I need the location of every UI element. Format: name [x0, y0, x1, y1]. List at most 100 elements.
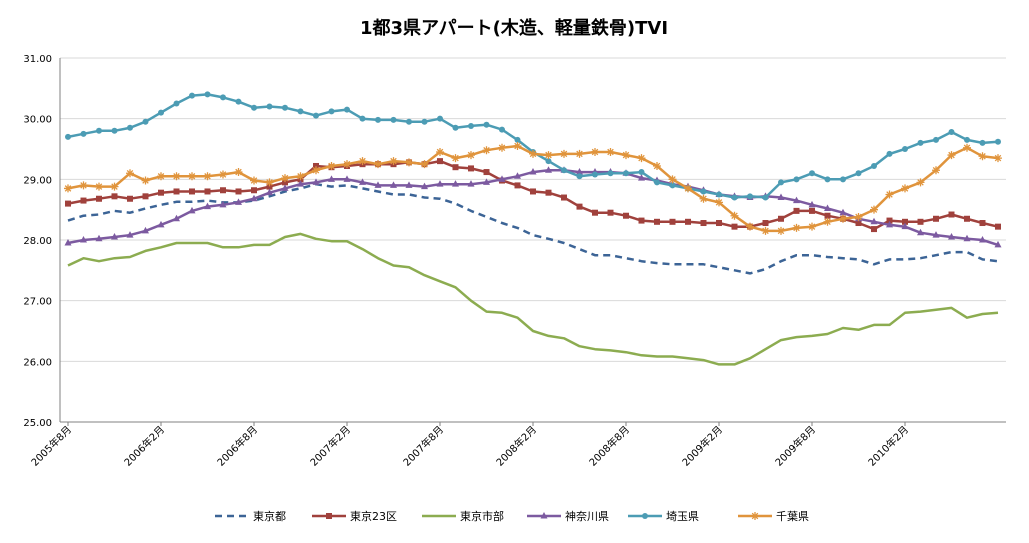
series-point-marker	[64, 184, 72, 193]
series-point-marker	[529, 168, 537, 175]
x-tick-label: 2009年8月	[772, 423, 818, 469]
legend-marker	[751, 512, 759, 520]
series-point-marker	[266, 188, 273, 196]
series-point-marker	[870, 217, 878, 225]
series-point-marker	[777, 193, 785, 201]
series-point-marker	[778, 179, 784, 186]
gridlines	[59, 57, 1006, 423]
series-point-marker	[917, 218, 924, 225]
series-point-marker	[529, 149, 537, 158]
series-point-marker	[793, 196, 800, 204]
series-point-marker	[343, 175, 351, 182]
series-point-marker	[468, 122, 474, 129]
series-point-marker	[731, 223, 738, 230]
series-point-marker	[654, 218, 660, 225]
series-point-marker	[995, 138, 1001, 145]
series-point-marker	[777, 226, 785, 235]
series-point-marker	[80, 130, 87, 137]
legend-item: 千葉県	[738, 509, 809, 523]
series-point-marker	[607, 209, 614, 216]
legend-label: 埼玉県	[666, 509, 699, 523]
series-point-marker	[545, 166, 552, 173]
series-point-marker	[189, 188, 195, 195]
series-point-marker	[111, 127, 118, 134]
series-point-marker	[561, 194, 567, 201]
series-point-marker	[96, 127, 102, 134]
series-point-marker	[994, 240, 1002, 248]
x-tick-label: 2010年2月	[865, 423, 911, 469]
series-point-marker	[483, 169, 490, 176]
x-tick-label: 2008年8月	[586, 423, 632, 469]
y-tick-label: 25.00	[23, 418, 52, 429]
series-point-marker	[421, 118, 428, 125]
series-point-marker	[855, 220, 862, 227]
series-point-marker	[80, 236, 87, 243]
series-point-marker	[592, 209, 598, 216]
series-point-marker	[328, 108, 335, 115]
series-point-marker	[871, 162, 877, 169]
series-point-marker	[390, 181, 397, 188]
series-point-marker	[964, 136, 970, 143]
legend-item: 東京市部	[422, 509, 504, 523]
series-point-marker	[947, 151, 956, 160]
series-point-marker	[436, 180, 444, 187]
series-point-marker	[80, 197, 87, 204]
series-point-marker	[685, 218, 691, 225]
series-point-marker	[730, 211, 739, 220]
series-point-marker	[220, 187, 226, 194]
series-point-marker	[545, 158, 552, 165]
y-tick-label: 26.00	[23, 357, 52, 368]
legend-label: 東京23区	[350, 509, 397, 523]
legend-label: 東京市部	[460, 509, 504, 523]
series-point-marker	[157, 172, 165, 181]
series-point-marker	[623, 212, 629, 219]
series-point-marker	[95, 234, 103, 242]
series-point-marker	[932, 166, 940, 175]
series-point-marker	[235, 98, 242, 105]
series-line	[67, 93, 999, 199]
series-point-marker	[282, 179, 288, 186]
series-point-marker	[544, 151, 553, 160]
series-point-marker	[669, 182, 676, 189]
series-point-marker	[452, 164, 459, 171]
series-point-marker	[405, 181, 413, 188]
series-point-marker	[158, 109, 164, 116]
series-point-marker	[158, 189, 164, 196]
series-point-marker	[142, 118, 149, 125]
x-tick-label: 2005年8月	[28, 423, 74, 469]
series-point-marker	[235, 188, 242, 195]
series-point-marker	[762, 194, 769, 201]
series-point-marker	[467, 180, 475, 187]
series-point-marker	[809, 170, 815, 177]
series-point-marker	[95, 182, 103, 191]
series-6	[64, 141, 1002, 235]
series-point-marker	[281, 174, 289, 183]
series-point-marker	[358, 157, 367, 166]
series-point-marker	[793, 207, 800, 214]
series-point-marker	[933, 215, 939, 222]
series-point-marker	[188, 206, 196, 214]
series-point-marker	[467, 151, 475, 160]
series-point-marker	[932, 231, 940, 238]
series-point-marker	[715, 198, 723, 207]
series-point-marker	[250, 194, 258, 202]
series-point-marker	[855, 170, 862, 177]
series-point-marker	[359, 178, 366, 185]
y-tick-label: 31.00	[23, 54, 52, 65]
series-point-marker	[250, 176, 258, 185]
x-tick-label: 2007年2月	[307, 423, 353, 469]
series-point-marker	[220, 94, 226, 101]
legend-label: 千葉県	[776, 509, 809, 523]
series-point-marker	[313, 162, 319, 169]
series-point-marker	[452, 180, 459, 187]
x-tick-label: 2006年2月	[121, 423, 167, 469]
series-point-marker	[421, 182, 428, 190]
legend-item: 東京23区	[312, 509, 397, 523]
series-point-marker	[638, 217, 645, 224]
series-point-marker	[840, 176, 846, 183]
series-point-marker	[498, 175, 506, 182]
series-point-marker	[824, 176, 831, 183]
series-point-marker	[204, 91, 211, 98]
y-axis-ticks: 25.00 26.00 27.00 28.00 29.00 30.00 31.00	[23, 54, 52, 429]
series-point-marker	[126, 231, 134, 238]
